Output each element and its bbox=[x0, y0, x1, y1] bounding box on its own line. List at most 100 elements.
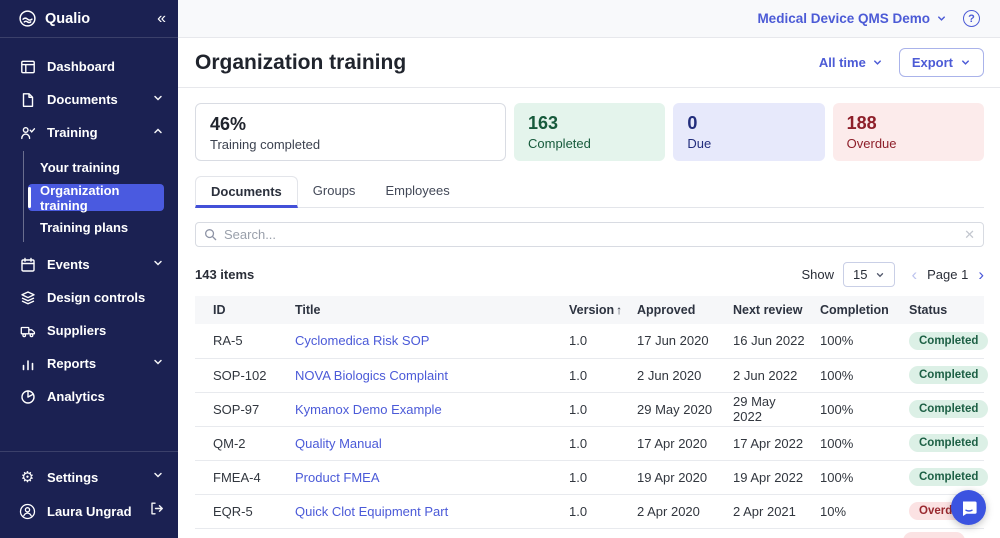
sidebar-item-organization-training[interactable]: Organization training bbox=[28, 184, 164, 211]
dashboard-icon bbox=[19, 59, 36, 75]
cell-id: FMEA-4 bbox=[195, 460, 289, 494]
document-link[interactable]: Product FMEA bbox=[295, 470, 380, 485]
sidebar-item-analytics[interactable]: Analytics bbox=[0, 380, 178, 413]
stat-card-training-completed: 46% Training completed bbox=[195, 103, 506, 161]
page-title: Organization training bbox=[195, 51, 819, 75]
sidebar-item-documents[interactable]: Documents bbox=[0, 83, 178, 116]
calendar-icon bbox=[19, 257, 36, 273]
sidebar-footer: ⚙ Settings Laura Ungrad bbox=[0, 451, 178, 538]
table-body: RA-5 Cyclomedica Risk SOP 1.0 17 Jun 202… bbox=[195, 324, 984, 528]
sidebar-item-training-plans[interactable]: Training plans bbox=[28, 214, 164, 241]
page-header: Organization training All time Export bbox=[178, 38, 1000, 88]
status-badge: Completed bbox=[909, 366, 988, 384]
document-link[interactable]: Quality Manual bbox=[295, 436, 382, 451]
export-button[interactable]: Export bbox=[899, 48, 984, 77]
collapse-sidebar-icon[interactable]: « bbox=[157, 10, 164, 28]
col-header-approved[interactable]: Approved bbox=[631, 296, 727, 324]
cell-status: Completed bbox=[903, 324, 984, 358]
table-row: RA-5 Cyclomedica Risk SOP 1.0 17 Jun 202… bbox=[195, 324, 984, 358]
cell-version: 1.0 bbox=[563, 460, 631, 494]
chat-launcher-button[interactable] bbox=[951, 490, 986, 525]
cell-completion: 100% bbox=[814, 426, 903, 460]
stat-card-overdue: 188 Overdue bbox=[833, 103, 984, 161]
cell-title: Quick Clot Equipment Part bbox=[289, 494, 563, 528]
document-link[interactable]: Quick Clot Equipment Part bbox=[295, 504, 448, 519]
cell-next-review: 16 Jun 2022 bbox=[727, 324, 814, 358]
col-header-status[interactable]: Status bbox=[903, 296, 984, 324]
cell-status: Completed bbox=[903, 426, 984, 460]
pie-chart-icon bbox=[19, 389, 36, 405]
document-link[interactable]: NOVA Biologics Complaint bbox=[295, 368, 448, 383]
prev-page-icon[interactable]: ‹ bbox=[911, 266, 917, 283]
cell-completion: 100% bbox=[814, 324, 903, 358]
status-badge: Completed bbox=[909, 468, 988, 486]
workspace-selector[interactable]: Medical Device QMS Demo bbox=[757, 11, 947, 26]
tab-employees[interactable]: Employees bbox=[370, 176, 464, 207]
logout-icon[interactable] bbox=[149, 501, 164, 521]
cell-approved: 19 Apr 2020 bbox=[631, 460, 727, 494]
document-link[interactable]: Cyclomedica Risk SOP bbox=[295, 333, 429, 348]
cell-next-review: 29 May 2022 bbox=[727, 392, 814, 426]
workspace-name: Medical Device QMS Demo bbox=[757, 11, 930, 26]
logo-row: Qualio « bbox=[0, 0, 178, 38]
cell-approved: 29 May 2020 bbox=[631, 392, 727, 426]
cell-title: Cyclomedica Risk SOP bbox=[289, 324, 563, 358]
cell-id: EQR-5 bbox=[195, 494, 289, 528]
clear-search-icon[interactable]: ✕ bbox=[964, 227, 975, 243]
chevron-down-icon bbox=[960, 57, 971, 68]
page-size-select[interactable]: 15 bbox=[843, 262, 895, 287]
cell-title: Product FMEA bbox=[289, 460, 563, 494]
sidebar-item-training[interactable]: Training bbox=[0, 116, 178, 149]
content: 46% Training completed 163 Completed 0 D… bbox=[178, 103, 1000, 529]
tab-bar: Documents Groups Employees bbox=[195, 176, 984, 208]
status-badge: Completed bbox=[909, 332, 988, 350]
document-icon bbox=[19, 92, 36, 108]
truck-icon bbox=[19, 323, 36, 339]
cell-status: Completed bbox=[903, 460, 984, 494]
chevron-down-icon bbox=[152, 355, 164, 373]
next-page-icon[interactable]: › bbox=[978, 266, 984, 283]
app-window: Qualio « Dashboard Documents bbox=[0, 0, 1000, 538]
col-header-next-review[interactable]: Next review bbox=[727, 296, 814, 324]
cell-id: RA-5 bbox=[195, 324, 289, 358]
col-header-version[interactable]: Version↑ bbox=[563, 296, 631, 324]
search-input[interactable] bbox=[224, 227, 964, 242]
sidebar-item-your-training[interactable]: Your training bbox=[28, 154, 164, 181]
help-icon[interactable]: ? bbox=[963, 10, 980, 27]
sidebar-item-design-controls[interactable]: Design controls bbox=[0, 281, 178, 314]
cell-next-review: 2 Jun 2022 bbox=[727, 358, 814, 392]
cell-title: Quality Manual bbox=[289, 426, 563, 460]
col-header-title[interactable]: Title bbox=[289, 296, 563, 324]
time-filter-dropdown[interactable]: All time bbox=[819, 55, 883, 70]
cell-approved: 2 Apr 2020 bbox=[631, 494, 727, 528]
cell-version: 1.0 bbox=[563, 324, 631, 358]
sidebar-item-dashboard[interactable]: Dashboard bbox=[0, 50, 178, 83]
cell-approved: 17 Apr 2020 bbox=[631, 426, 727, 460]
main-area: Medical Device QMS Demo ? Organization t… bbox=[178, 0, 1000, 538]
table-row: SOP-97 Kymanox Demo Example 1.0 29 May 2… bbox=[195, 392, 984, 426]
sidebar-nav: Dashboard Documents Training Your traini… bbox=[0, 38, 178, 451]
document-link[interactable]: Kymanox Demo Example bbox=[295, 402, 442, 417]
sidebar-item-suppliers[interactable]: Suppliers bbox=[0, 314, 178, 347]
cell-next-review: 19 Apr 2022 bbox=[727, 460, 814, 494]
tab-groups[interactable]: Groups bbox=[298, 176, 371, 207]
cell-completion: 100% bbox=[814, 392, 903, 426]
stat-card-due: 0 Due bbox=[673, 103, 824, 161]
cell-title: Kymanox Demo Example bbox=[289, 392, 563, 426]
tab-documents[interactable]: Documents bbox=[195, 176, 298, 208]
sidebar-item-settings[interactable]: ⚙ Settings bbox=[0, 460, 178, 494]
show-label: Show bbox=[801, 267, 834, 282]
sidebar-item-events[interactable]: Events bbox=[0, 248, 178, 281]
sort-asc-icon: ↑ bbox=[616, 303, 622, 317]
table-header-row: ID Title Version↑ Approved Next review C… bbox=[195, 296, 984, 324]
sidebar-item-user[interactable]: Laura Ungrad bbox=[0, 494, 178, 528]
chevron-down-icon bbox=[936, 13, 947, 24]
status-badge: Completed bbox=[909, 400, 988, 418]
chevron-down-icon bbox=[872, 57, 883, 68]
col-header-completion[interactable]: Completion bbox=[814, 296, 903, 324]
sidebar-item-reports[interactable]: Reports bbox=[0, 347, 178, 380]
col-header-id[interactable]: ID bbox=[195, 296, 289, 324]
gear-icon: ⚙ bbox=[19, 470, 36, 485]
cell-completion: 10% bbox=[814, 494, 903, 528]
training-subnav: Your training Organization training Trai… bbox=[0, 149, 178, 248]
